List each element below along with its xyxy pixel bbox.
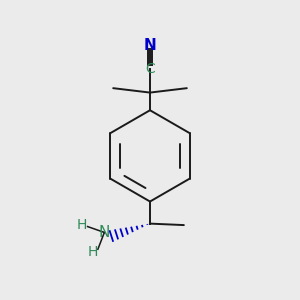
Text: H: H <box>77 218 88 232</box>
Text: C: C <box>145 62 155 76</box>
Text: N: N <box>144 38 156 53</box>
Text: N: N <box>99 225 110 240</box>
Text: H: H <box>87 244 98 259</box>
